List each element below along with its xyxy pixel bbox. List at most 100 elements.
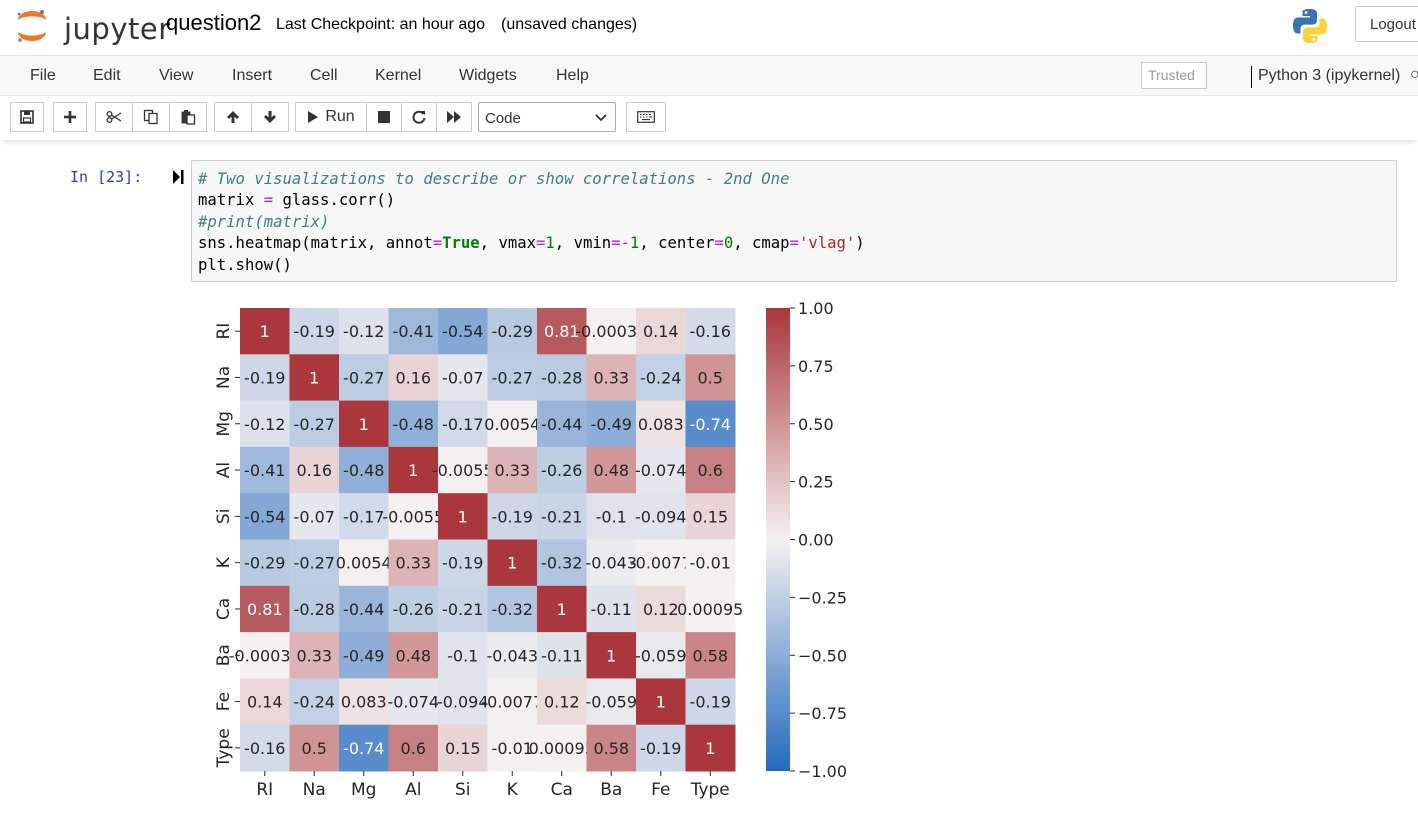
colorbar-tick-label: 1.00 (798, 299, 834, 318)
notebook-title[interactable]: question2 (166, 10, 262, 35)
restart-run-all-button[interactable] (436, 102, 472, 132)
colorbar-tick-label: 0.25 (798, 473, 834, 492)
menubar: File Edit View Insert Cell Kernel Widget… (0, 55, 1418, 96)
run-button[interactable]: Run (295, 102, 367, 132)
heatmap-cell (636, 400, 686, 448)
heatmap-cell (289, 539, 340, 587)
heatmap-cell (487, 308, 538, 355)
heatmap-cell (289, 493, 340, 540)
heatmap-annotation: -0.28 (541, 368, 582, 387)
interrupt-button[interactable] (366, 102, 402, 132)
heatmap-annotation: -0.32 (492, 600, 533, 619)
heatmap-annotation: -0.19 (294, 322, 335, 341)
heatmap-cell (636, 354, 686, 402)
paste-button[interactable] (169, 102, 207, 132)
heatmap-cell (685, 585, 736, 633)
menu-file[interactable]: File (30, 67, 56, 84)
heatmap-annotation: -0.48 (393, 415, 434, 434)
cut-button[interactable] (95, 102, 133, 132)
kernel-divider (1251, 66, 1252, 88)
heatmap-cell (586, 678, 637, 726)
x-tick-label: Ba (600, 780, 622, 800)
cut-icon (106, 111, 122, 123)
heatmap-annotation: -0.74 (690, 415, 731, 434)
move-up-button[interactable] (214, 102, 252, 132)
step-forward-icon[interactable] (172, 169, 184, 185)
heatmap-cell (339, 493, 389, 540)
copy-button[interactable] (132, 102, 170, 132)
heatmap-annotation: -0.11 (591, 600, 632, 619)
heatmap-cell (438, 539, 488, 587)
heatmap-cell (636, 724, 686, 772)
heatmap-cell (289, 724, 340, 772)
heatmap-annotation: -0.01 (492, 739, 533, 758)
colorbar-tick-label: 0.50 (798, 415, 834, 434)
menu-cell[interactable]: Cell (310, 67, 338, 84)
heatmap-annotation: 0.33 (395, 554, 431, 573)
heatmap-annotation: 0.15 (445, 739, 481, 758)
heatmap-cell (438, 400, 488, 448)
heatmap-cell (240, 724, 290, 772)
menu-widgets[interactable]: Widgets (459, 67, 517, 84)
heatmap-cell (339, 308, 389, 355)
code-line: plt.show() (198, 255, 292, 274)
move-down-button[interactable] (251, 102, 289, 132)
heatmap-annotation: -0.27 (294, 415, 335, 434)
heatmap-cell (685, 493, 736, 540)
heatmap-cell (487, 354, 538, 402)
heatmap-annotation: -0.28 (294, 600, 335, 619)
heatmap-annotation: 0.33 (593, 368, 629, 387)
heatmap-annotation: -0.32 (541, 554, 582, 573)
heatmap-cell (537, 585, 587, 633)
menu-edit[interactable]: Edit (93, 67, 121, 84)
heatmap-cell (685, 354, 736, 402)
heatmap-annotation: -0.49 (343, 646, 384, 665)
menu-insert[interactable]: Insert (232, 67, 273, 84)
heatmap-annotation: -0.27 (492, 368, 533, 387)
restart-icon (412, 110, 426, 124)
heatmap-cell (289, 308, 340, 355)
heatmap-annotation: -0.01 (690, 554, 731, 573)
heatmap-cell (240, 308, 290, 355)
trusted-indicator[interactable]: Trusted (1141, 62, 1207, 89)
heatmap-annotation: -0.07 (294, 507, 335, 526)
code-line: sns.heatmap(matrix, annot=True, vmax=1, … (198, 234, 865, 253)
y-tick-label: K (214, 556, 234, 568)
heatmap-annotation: 1 (656, 693, 666, 712)
heatmap-annotation: 0.48 (395, 646, 431, 665)
menu-view[interactable]: View (159, 67, 194, 84)
kernel-name[interactable]: Python 3 (ipykernel) (1258, 67, 1401, 84)
code-input-area[interactable]: # Two visualizations to describe or show… (191, 160, 1397, 282)
heatmap-annotation: -0.49 (591, 415, 632, 434)
heatmap-cell (388, 585, 439, 633)
heatmap-annotation: 0.48 (593, 461, 629, 480)
heatmap-cell (339, 539, 389, 587)
x-tick-label: Al (405, 780, 421, 800)
y-tick-label: Si (214, 509, 234, 525)
menu-help[interactable]: Help (556, 67, 589, 84)
heatmap-annotation: 1 (705, 739, 715, 758)
heatmap-annotation: -0.24 (640, 368, 681, 387)
heatmap-cell (487, 446, 538, 494)
y-tick-label: Mg (214, 411, 234, 436)
jupyter-logo[interactable]: jupyter (14, 6, 170, 46)
command-palette-button[interactable] (626, 102, 666, 132)
cell-type-select[interactable]: Code (478, 102, 616, 132)
heatmap-cell (636, 308, 686, 355)
insert-cell-button[interactable] (53, 102, 87, 132)
heatmap-cell (388, 678, 439, 726)
save-button[interactable] (10, 102, 44, 132)
menu-kernel[interactable]: Kernel (375, 67, 422, 84)
heatmap-annotation: 0.12 (544, 693, 580, 712)
restart-button[interactable] (401, 102, 437, 132)
toolbar: Run Code (0, 96, 1418, 140)
heatmap-cell (636, 539, 686, 587)
heatmap-annotation: -0.29 (244, 554, 285, 573)
logout-button[interactable]: Logout (1355, 6, 1418, 42)
heatmap-annotation: 1 (507, 554, 517, 573)
code-editor[interactable]: # Two visualizations to describe or show… (198, 169, 865, 276)
heatmap-annotation: 0.12 (643, 600, 679, 619)
chevron-down-icon (595, 114, 607, 122)
x-tick-label: Si (455, 780, 471, 800)
heatmap-annotation: -0.0055 (432, 461, 494, 480)
